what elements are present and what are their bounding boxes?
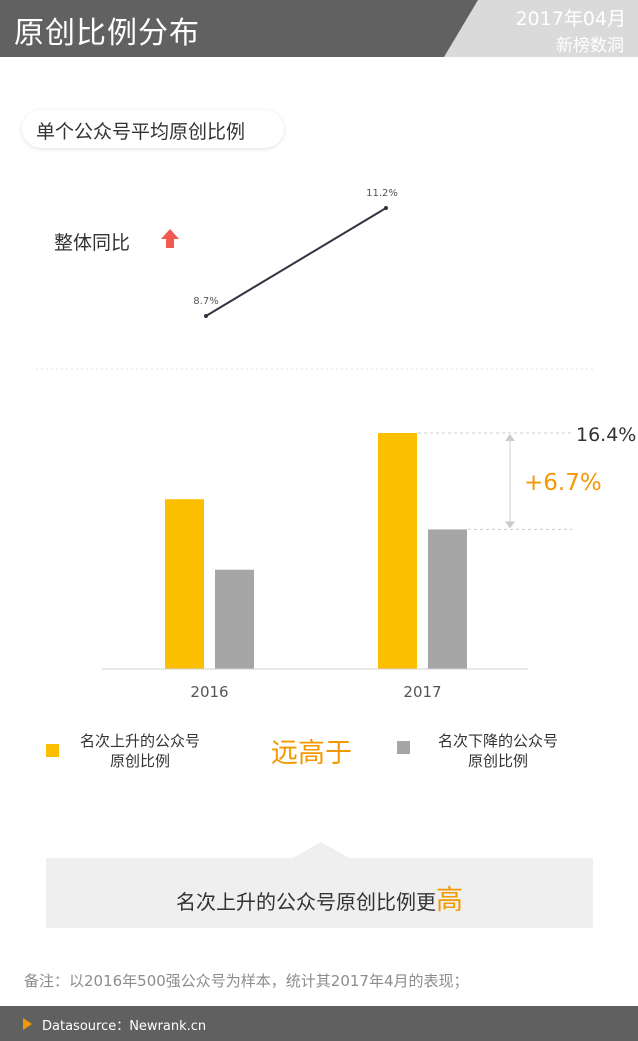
top-value-label: 16.4% (576, 424, 636, 446)
compare-text: 远高于 (271, 738, 352, 769)
conclusion-emphasis: 高 (436, 885, 463, 916)
play-icon (23, 1018, 32, 1030)
trend-data-label: 11.2% (366, 188, 398, 199)
header-decor (444, 0, 638, 57)
callout-notch (293, 842, 349, 858)
conclusion-callout: 名次上升的公众号原创比例更高 (46, 858, 593, 928)
section-label-pill: 单个公众号平均原创比例 (22, 110, 284, 148)
chart-canvas: 8.7% 11.2% 2016 2017 16.4% +6.7% (36, 188, 636, 701)
brand-name: 新榜数洞 (556, 36, 624, 56)
x-tick-label: 2017 (403, 683, 441, 701)
trend-point (384, 206, 388, 210)
legend-rising-swatch (46, 744, 59, 757)
legend-rising-label: 名次上升的公众号 原创比例 (70, 731, 210, 771)
bar-rising-2016 (165, 499, 204, 669)
conclusion-text: 名次上升的公众号原创比例更高 (46, 878, 593, 917)
diff-value-label: +6.7% (524, 470, 602, 496)
conclusion-main: 名次上升的公众号原创比例更 (176, 890, 436, 914)
bar-falling-2017 (428, 529, 467, 669)
footnote: 备注：以2016年500强公众号为样本，统计其2017年4月的表现； (24, 972, 469, 990)
header-bar: 原创比例分布 2017年04月 新榜数洞 (0, 0, 638, 57)
section-label: 单个公众号平均原创比例 (36, 121, 246, 143)
legend-rising-line2: 原创比例 (109, 752, 170, 770)
trend-data-label: 8.7% (193, 296, 218, 307)
datasource-text: Datasource：Newrank.cn (42, 1019, 207, 1034)
page-title: 原创比例分布 (14, 16, 200, 51)
diff-arrow-down (505, 521, 515, 529)
trend-point (204, 314, 208, 318)
footer-bar: Datasource：Newrank.cn (0, 1006, 638, 1041)
legend-falling-label: 名次下降的公众号 原创比例 (428, 731, 568, 771)
bar-rising-2017 (378, 433, 417, 669)
legend-falling-line1: 名次下降的公众号 (437, 732, 558, 750)
up-arrow-icon (161, 229, 179, 248)
diff-arrow-up (505, 434, 515, 441)
header-date-panel (444, 0, 638, 57)
legend-rising-line1: 名次上升的公众号 (79, 732, 200, 750)
trend-line (205, 207, 387, 317)
legend-falling-line2: 原创比例 (467, 752, 528, 770)
report-date: 2017年04月 (515, 8, 626, 30)
yoy-label: 整体同比 (54, 232, 131, 254)
bar-falling-2016 (215, 569, 254, 669)
x-tick-label: 2016 (190, 683, 228, 701)
legend-falling-swatch (397, 741, 410, 754)
